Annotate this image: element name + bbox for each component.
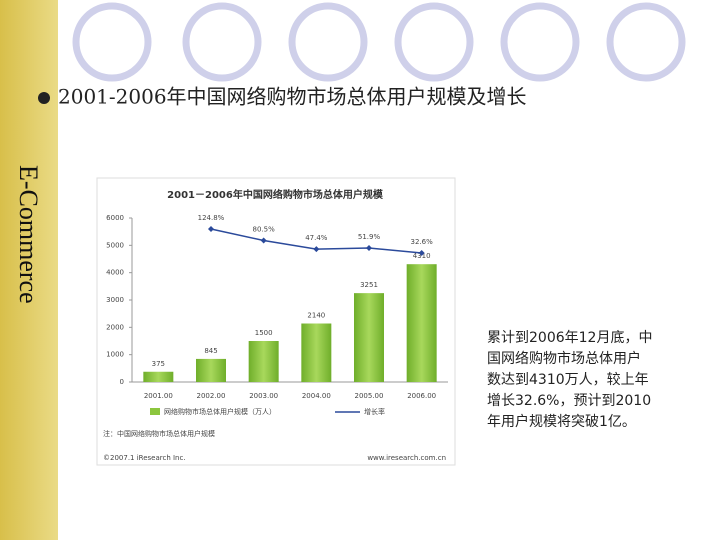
bar-label: 375 <box>152 360 165 368</box>
growth-marker <box>366 244 372 251</box>
bar-label: 2140 <box>307 312 325 320</box>
bar <box>406 264 437 382</box>
x-tick-label: 2002.00 <box>197 392 226 400</box>
body-line: 国网络购物市场总体用户 <box>487 350 641 367</box>
chart-source: www.iresearch.com.cn <box>367 454 446 462</box>
side-label: E-Commerce <box>14 165 43 304</box>
x-tick-label: 2004.00 <box>302 392 331 400</box>
side-strip <box>0 0 58 540</box>
body-text: 累计到2006年12月底，中国网络购物市场总体用户数达到4310万人，较上年增长… <box>487 330 652 430</box>
bar-label: 1500 <box>255 329 273 337</box>
growth-marker <box>260 237 267 244</box>
chart-note: 注：中国网络购物市场总体用户规模 <box>103 429 215 438</box>
bar <box>248 341 279 382</box>
bar-label: 4310 <box>413 252 431 260</box>
body-line: 累计到2006年12月底，中 <box>487 330 652 346</box>
bar-label: 845 <box>204 347 217 355</box>
legend-label: 增长率 <box>364 407 385 416</box>
growth-marker <box>418 249 425 256</box>
growth-label: 80.5% <box>253 226 276 234</box>
bar <box>143 371 174 382</box>
chart-title: 2001－2006年中国网络购物市场总体用户规模 <box>167 188 384 201</box>
chart-frame <box>96 177 456 466</box>
body-line: 数达到4310万人，较上年 <box>487 372 649 388</box>
bar-label: 3251 <box>360 281 378 289</box>
bullet-dot <box>38 92 50 104</box>
x-tick-label: 2003.00 <box>249 392 278 400</box>
growth-marker <box>313 246 320 253</box>
y-tick-label: 5000 <box>106 241 124 249</box>
x-tick-label: 2006.00 <box>407 392 436 400</box>
body-line: 增长32.6%，预计到2010 <box>487 393 651 409</box>
y-tick-label: 1000 <box>106 351 124 359</box>
bar <box>301 323 332 382</box>
chart-copyright: ©2007.1 iResearch Inc. <box>103 454 186 462</box>
y-tick-label: 0 <box>120 378 124 386</box>
legend-swatch <box>150 408 160 415</box>
bar <box>196 358 226 382</box>
bullet-text: 2001-2006年中国网络购物市场总体用户规模及增长 <box>58 85 527 109</box>
growth-label: 124.8% <box>198 214 225 222</box>
x-tick-label: 2001.00 <box>144 392 173 400</box>
decor-circles <box>72 2 686 82</box>
growth-label: 32.6% <box>411 238 434 246</box>
growth-label: 47.4% <box>305 234 328 242</box>
bar <box>354 293 384 382</box>
legend-label: 网络购物市场总体用户规模（万人） <box>164 407 276 416</box>
growth-marker <box>208 225 214 232</box>
y-tick-label: 4000 <box>106 269 124 277</box>
x-tick-label: 2005.00 <box>355 392 384 400</box>
y-tick-label: 2000 <box>106 323 124 331</box>
body-line: 年用户规模将突破1亿。 <box>487 413 636 430</box>
y-tick-label: 3000 <box>106 296 124 304</box>
growth-label: 51.9% <box>358 233 381 241</box>
y-tick-label: 6000 <box>106 214 124 222</box>
